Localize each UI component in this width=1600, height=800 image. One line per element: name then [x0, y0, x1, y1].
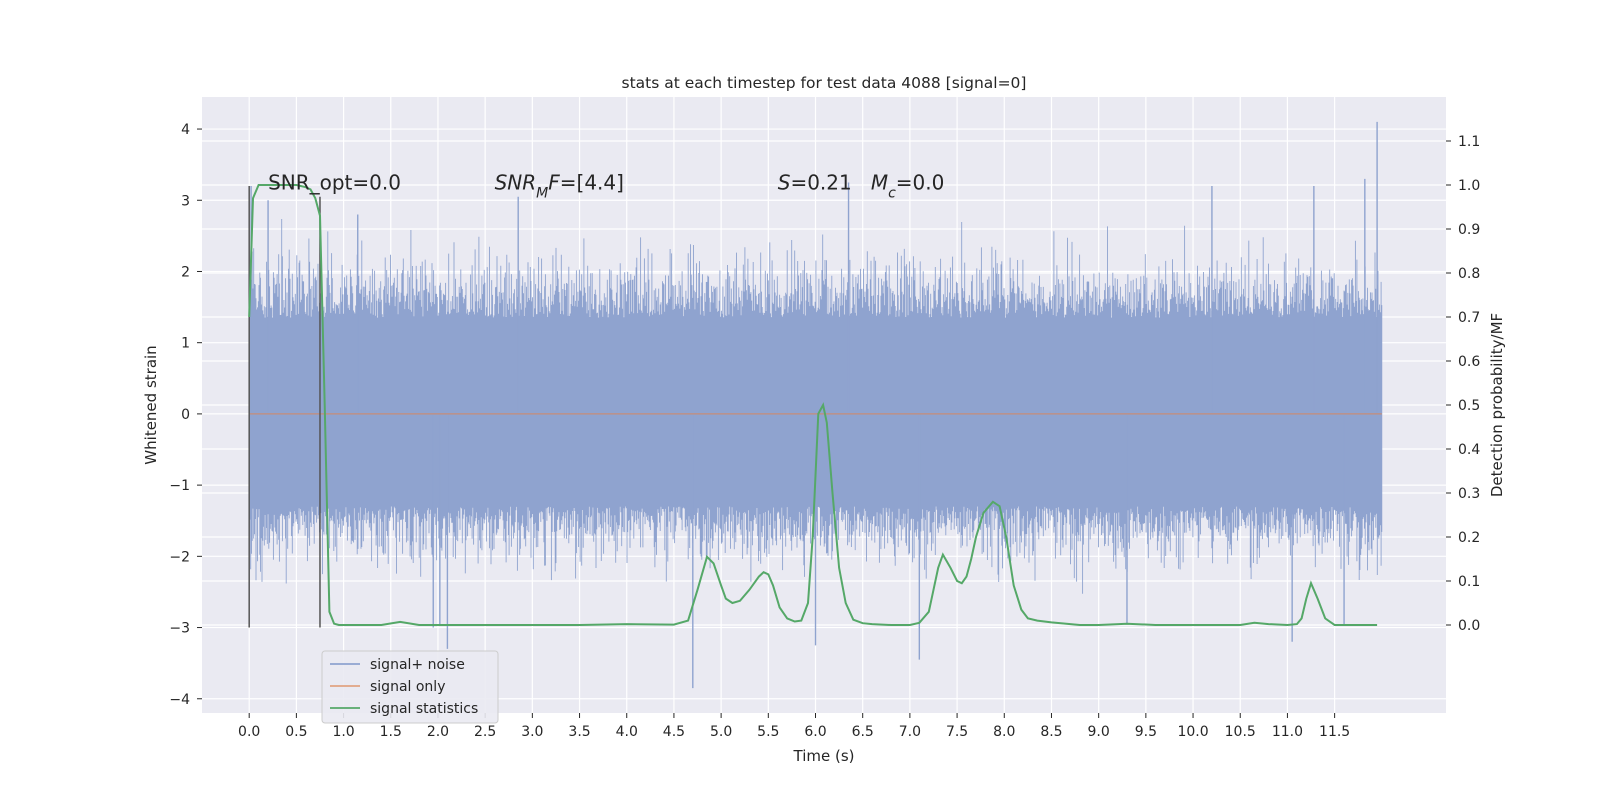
y-tick-label-4: 0 — [181, 407, 190, 423]
annotation-s-mc: S=0.21 Mc=0.0 — [778, 170, 945, 201]
x-tick-label-13: 6.5 — [852, 724, 874, 740]
y2-tick-label-9: 0.9 — [1458, 222, 1480, 238]
y2-tick-label-0: 0.0 — [1458, 618, 1480, 634]
x-tick-label-11: 5.5 — [757, 724, 779, 740]
y2-tick-label-11: 1.1 — [1458, 134, 1480, 150]
overlay-series — [248, 184, 1382, 628]
y-tick-label-3: −1 — [169, 478, 190, 494]
annotation-snr-opt: SNR_opt=0.0 — [268, 170, 401, 194]
y2-tick-label-5: 0.5 — [1458, 398, 1480, 414]
legend-label-signal-noise: signal+ noise — [370, 657, 465, 673]
y2-tick-label-1: 0.1 — [1458, 574, 1480, 590]
y-tick-label-8: 4 — [181, 122, 190, 138]
y-tick-label-2: −2 — [169, 549, 190, 565]
x-tick-label-12: 6.0 — [804, 724, 826, 740]
x-tick-label-20: 10.0 — [1177, 724, 1208, 740]
y2-tick-label-7: 0.7 — [1458, 310, 1480, 326]
right-axis: 0.0 0.1 0.2 0.3 0.4 0.5 0.6 0.7 0.8 0.9 1.0 1.1 — [1446, 134, 1480, 634]
y2-tick-label-3: 0.3 — [1458, 486, 1480, 502]
legend-box — [321, 650, 499, 724]
x-tick-label-3: 1.5 — [380, 724, 402, 740]
y2-tick-label-6: 0.6 — [1458, 354, 1480, 370]
legend: signal+ noise signal only signal statist… — [321, 650, 499, 724]
y-tick-label-6: 2 — [181, 264, 190, 280]
x-tick-label-4: 2.0 — [427, 724, 449, 740]
y2-tick-label-2: 0.2 — [1458, 530, 1480, 546]
x-tick-label-15: 7.5 — [946, 724, 968, 740]
y-tick-label-5: 1 — [181, 336, 190, 352]
x-tick-label-14: 7.0 — [899, 724, 921, 740]
x-tick-label-23: 11.5 — [1319, 724, 1350, 740]
signal-statistics-line — [248, 184, 1378, 627]
chart-title: stats at each timestep for test data 408… — [622, 74, 1027, 92]
y-tick-label-0: −4 — [169, 692, 190, 708]
y-tick-label-7: 3 — [181, 193, 190, 209]
x-axis-label: Time (s) — [793, 747, 855, 765]
annotation-snr-mf: SNRMF=[4.4] — [495, 170, 624, 201]
x-tick-label-1: 0.5 — [285, 724, 307, 740]
y2-tick-label-8: 0.8 — [1458, 266, 1480, 282]
y2-tick-label-4: 0.4 — [1458, 442, 1480, 458]
legend-label-signal-only: signal only — [370, 679, 445, 695]
x-tick-label-17: 8.5 — [1040, 724, 1062, 740]
y2-axis-label: Detection probability/MF — [1488, 313, 1506, 497]
x-tick-label-6: 3.0 — [521, 724, 543, 740]
left-axis: −4 −3 −2 −1 0 1 2 3 4 — [169, 122, 202, 708]
y-axis-label: Whitened strain — [142, 345, 160, 464]
x-tick-label-0: 0.0 — [238, 724, 260, 740]
x-tick-label-21: 10.5 — [1225, 724, 1256, 740]
x-tick-label-18: 9.0 — [1088, 724, 1110, 740]
x-tick-label-7: 3.5 — [568, 724, 590, 740]
x-tick-label-19: 9.5 — [1135, 724, 1157, 740]
x-tick-label-10: 5.0 — [710, 724, 732, 740]
x-tick-label-9: 4.5 — [663, 724, 685, 740]
y-tick-label-1: −3 — [169, 621, 190, 637]
bottom-axis: 0.0 0.5 1.0 1.5 2.0 2.5 3.0 3.5 4.0 4.5 5.0 5.5 6.0 6… — [238, 713, 1350, 740]
x-tick-label-2: 1.0 — [332, 724, 354, 740]
x-tick-label-22: 11.0 — [1272, 724, 1303, 740]
x-tick-label-16: 8.0 — [993, 724, 1015, 740]
x-tick-label-5: 2.5 — [474, 724, 496, 740]
legend-label-signal-statistics: signal statistics — [370, 701, 478, 717]
y2-tick-label-10: 1.0 — [1458, 178, 1480, 194]
x-tick-label-8: 4.0 — [616, 724, 638, 740]
